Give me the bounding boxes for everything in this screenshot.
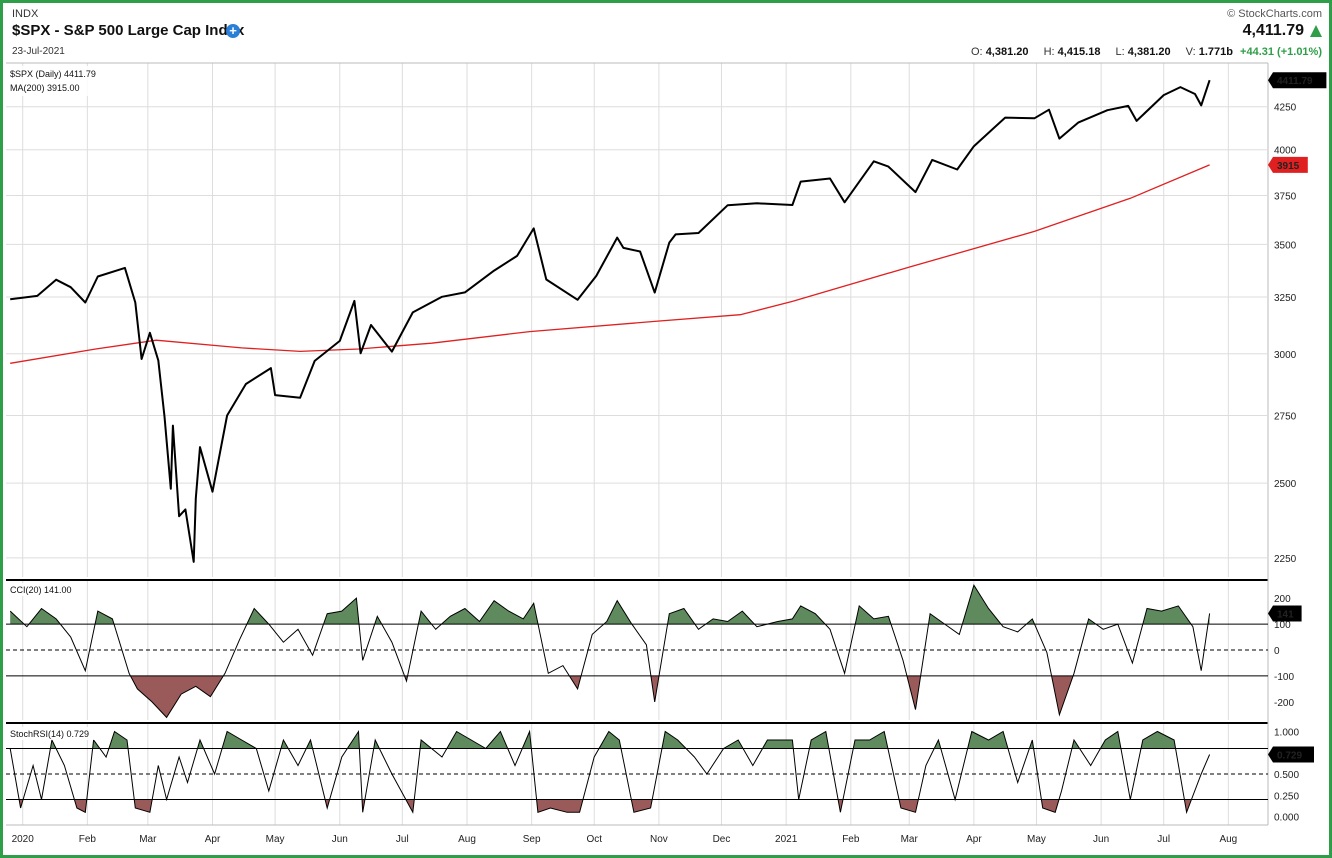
change-value: +44.31 (+1.01%) <box>1240 46 1322 58</box>
cci-value-tag-bg <box>1268 605 1302 622</box>
last-price-tag: 4411.79 <box>1277 76 1313 87</box>
x-tick-label: Mar <box>901 834 919 845</box>
stochrsi-tick-label: 1.000 <box>1274 728 1299 739</box>
brand-label: © StockCharts.com <box>1227 8 1322 20</box>
legend-box <box>8 66 116 96</box>
price-tick-label: 3000 <box>1274 350 1297 361</box>
ma200-line <box>10 164 1210 364</box>
x-tick-label: Dec <box>713 834 731 845</box>
cci-line <box>9 583 1211 719</box>
price-tick-label: 4000 <box>1274 146 1297 157</box>
cci-value-tag: 141 <box>1277 609 1294 620</box>
x-tick-label: Aug <box>1219 834 1237 845</box>
add-symbol-icon[interactable]: + <box>226 24 240 38</box>
stochrsi-legend-box <box>8 727 100 740</box>
x-tick-label: Mar <box>139 834 157 845</box>
x-tick-label: Apr <box>205 834 221 845</box>
x-tick-label: Apr <box>966 834 982 845</box>
x-tick-label: Jun <box>1093 834 1109 845</box>
price-tick-label: 2750 <box>1274 411 1297 422</box>
stochrsi-tick-label: 0.000 <box>1274 813 1299 824</box>
price-tick-label: 3500 <box>1274 240 1297 251</box>
x-tick-label: Aug <box>458 834 476 845</box>
low-value: 4,381.20 <box>1127 46 1171 58</box>
chart-date: 23-Jul-2021 <box>12 46 65 57</box>
chart-title: $SPX - S&P 500 Large Cap Index <box>12 22 245 39</box>
x-tick-label: Feb <box>842 834 860 845</box>
cci-tick-label: 100 <box>1274 620 1291 631</box>
ma-value-tag-bg <box>1268 156 1308 173</box>
cci-legend-box <box>8 583 76 596</box>
stochrsi-oversold-fill <box>10 799 1210 813</box>
x-tick-label: Sep <box>523 834 541 845</box>
legend-cci: CCI(20) 141.00 <box>10 585 72 595</box>
stochrsi-tick-label: 0.250 <box>1274 791 1299 802</box>
x-tick-label: May <box>1027 834 1046 845</box>
x-tick-label: 2021 <box>775 834 798 845</box>
up-arrow-icon <box>1310 25 1322 37</box>
high-label: H: <box>1043 46 1055 58</box>
open-value: 4,381.20 <box>985 46 1029 58</box>
price-tick-label: 2250 <box>1274 554 1297 565</box>
price-tick-label: 3750 <box>1274 191 1297 202</box>
ma-value-tag: 3915 <box>1277 161 1300 172</box>
legend-price: $SPX (Daily) 4411.79 <box>10 69 96 79</box>
cci-tick-label: 200 <box>1274 594 1291 605</box>
x-tick-label: May <box>266 834 285 845</box>
price-tick-label: 2500 <box>1274 479 1297 490</box>
x-tick-label: Jul <box>396 834 409 845</box>
cci-overbought-fill <box>10 585 1210 625</box>
low-label: L: <box>1115 46 1125 58</box>
open-label: O: <box>971 46 983 58</box>
price-tick-label: 4250 <box>1274 103 1297 114</box>
x-tick-label: Jun <box>332 834 348 845</box>
legend-stochrsi: StochRSI(14) 0.729 <box>10 729 89 739</box>
volume-label: V: <box>1185 46 1196 58</box>
x-tick-label: 2020 <box>12 834 35 845</box>
x-tick-label: Oct <box>586 834 602 845</box>
cci-tick-label: -100 <box>1274 672 1294 683</box>
ohlc-readout: O: 4,381.20 H: 4,415.18 L: 4,381.20 V: 1… <box>971 46 1322 58</box>
x-tick-label: Nov <box>650 834 668 845</box>
last-price-tag-bg <box>1268 72 1327 89</box>
volume-value: 1.771b <box>1198 46 1233 58</box>
x-tick-label: Jul <box>1157 834 1170 845</box>
stochrsi-tick-label: 0.500 <box>1274 770 1299 781</box>
stochrsi-value-tag: 0.729 <box>1277 751 1302 762</box>
price-tick-label: 3250 <box>1274 293 1297 304</box>
exchange-label: INDX <box>12 8 39 20</box>
x-tick-label: Feb <box>79 834 97 845</box>
cci-tick-label: -200 <box>1274 698 1294 709</box>
stochrsi-line <box>9 729 1211 815</box>
last-price: 4,411.79 <box>1242 22 1304 39</box>
legend-ma: MA(200) 3915.00 <box>10 83 80 93</box>
price-line <box>10 79 1211 563</box>
stochrsi-overbought-fill <box>10 731 1210 749</box>
cci-oversold-fill <box>10 675 1210 718</box>
cci-tick-label: 0 <box>1274 646 1280 657</box>
stochrsi-value-tag-bg <box>1268 746 1314 763</box>
high-value: 4,415.18 <box>1057 46 1101 58</box>
